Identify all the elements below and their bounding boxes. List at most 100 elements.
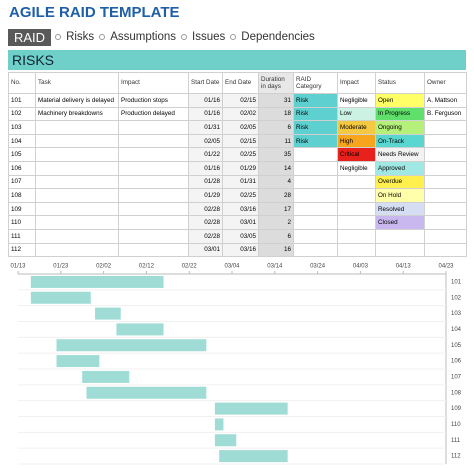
- table-cell: Approved: [375, 160, 425, 176]
- table-cell: 28: [258, 188, 294, 203]
- tab[interactable]: Assumptions: [110, 31, 177, 43]
- column-header: Task: [35, 72, 119, 94]
- table-cell: On Hold: [375, 188, 425, 203]
- table-cell: 01/16: [188, 106, 223, 122]
- x-tick-label: 04/03: [353, 264, 369, 270]
- table-cell: [375, 242, 425, 258]
- table-cell: Needs Review: [375, 147, 425, 162]
- gantt-bar: [86, 386, 207, 399]
- table-cell: [118, 147, 189, 162]
- row-label: 107: [451, 374, 462, 380]
- gantt-bar: [30, 291, 91, 304]
- table-cell: Machinery breakdowns: [35, 106, 119, 122]
- table-cell: 109: [8, 201, 36, 217]
- table-cell: [424, 120, 467, 135]
- x-tick-label: 01/13: [10, 264, 26, 270]
- table-cell: 104: [8, 133, 36, 149]
- table-row: 107 01/28 01/31 4 Overdue: [8, 174, 467, 190]
- table-cell: Risk: [293, 93, 338, 108]
- table-cell: Production stops: [118, 93, 189, 108]
- table-cell: 02/05: [188, 133, 223, 149]
- table-cell: [424, 174, 467, 190]
- tab-separator: [99, 34, 106, 40]
- table-cell: [35, 133, 119, 149]
- table-cell: [424, 228, 467, 244]
- x-tick-label: 02/02: [96, 264, 112, 270]
- table-cell: [424, 201, 467, 217]
- table-cell: B. Ferguson: [424, 106, 467, 122]
- table-cell: Overdue: [375, 174, 425, 190]
- table-cell: Production delayed: [118, 106, 189, 122]
- gantt-bar: [56, 355, 100, 368]
- table-cell: Negligible: [337, 93, 376, 108]
- table-cell: 02/15: [222, 133, 259, 149]
- table-cell: Risk: [293, 133, 338, 149]
- table-cell: Critical: [337, 147, 376, 162]
- table-cell: [293, 228, 338, 244]
- table-cell: Ongoing: [375, 120, 425, 135]
- table-cell: [118, 201, 189, 217]
- table-cell: 01/28: [188, 174, 223, 190]
- table-cell: 02/05: [222, 120, 259, 135]
- table-cell: [375, 228, 425, 244]
- tab-separator: [181, 34, 188, 40]
- tab[interactable]: RAID: [8, 28, 52, 46]
- section-header: RISKS: [8, 50, 466, 70]
- table-cell: 01/31: [222, 174, 259, 190]
- table-cell: [35, 215, 119, 230]
- table-cell: 106: [8, 160, 36, 176]
- table-cell: Moderate: [337, 120, 376, 135]
- table-cell: Closed: [375, 215, 425, 230]
- table-cell: [337, 188, 376, 203]
- table-row: 101 Material delivery is delayed Productio…: [8, 93, 467, 108]
- column-header: End Date: [222, 72, 259, 94]
- gantt-bar: [56, 339, 207, 352]
- tab[interactable]: Risks: [66, 31, 95, 43]
- table-cell: [35, 160, 119, 176]
- table-cell: 02/28: [188, 215, 223, 230]
- table-cell: [424, 133, 467, 149]
- table-cell: [424, 188, 467, 203]
- table-cell: [35, 201, 119, 217]
- column-header: Owner: [424, 72, 467, 94]
- table-cell: 101: [8, 93, 36, 108]
- table-body: 101 Material delivery is delayed Productio…: [8, 93, 467, 258]
- row-label: 104: [451, 327, 462, 333]
- table-cell: 01/16: [188, 93, 223, 108]
- table-cell: 102: [8, 106, 36, 122]
- gantt-bar: [116, 323, 164, 336]
- table-cell: [118, 228, 189, 244]
- table-cell: Negligible: [337, 160, 376, 176]
- row-label: 109: [451, 406, 462, 412]
- column-header: Impact: [337, 72, 376, 94]
- table-cell: 03/16: [222, 242, 259, 258]
- column-header: Duration in days: [258, 72, 294, 94]
- table-cell: 110: [8, 215, 36, 230]
- table-cell: 03/01: [222, 215, 259, 230]
- tab[interactable]: Dependencies: [241, 31, 315, 43]
- table-cell: 02/02: [222, 106, 259, 122]
- table-cell: A. Mattson: [424, 93, 467, 108]
- row-label: 103: [451, 311, 462, 317]
- table-cell: 18: [258, 106, 294, 122]
- page-title: AGILE RAID TEMPLATE: [9, 4, 180, 21]
- tab[interactable]: Issues: [192, 31, 226, 43]
- table-cell: [293, 160, 338, 176]
- table-cell: 105: [8, 147, 36, 162]
- table-cell: [337, 242, 376, 258]
- table-cell: 02/25: [222, 188, 259, 203]
- table-cell: [337, 201, 376, 217]
- table-cell: 02/25: [222, 147, 259, 162]
- x-tick-label: 01/23: [53, 264, 69, 270]
- table-cell: [337, 215, 376, 230]
- table-cell: Risk: [293, 120, 338, 135]
- table-cell: 35: [258, 147, 294, 162]
- table-row: 102 Machinery breakdowns Production delaye…: [8, 106, 467, 122]
- tab-separator: [55, 34, 62, 40]
- table-cell: [35, 147, 119, 162]
- table-row: 111 02/28 03/05 6: [8, 228, 467, 244]
- table-cell: 16: [258, 242, 294, 258]
- table-cell: 01/31: [188, 120, 223, 135]
- header-row: No. Task Impact Start Date End Date Duration …: [8, 72, 467, 94]
